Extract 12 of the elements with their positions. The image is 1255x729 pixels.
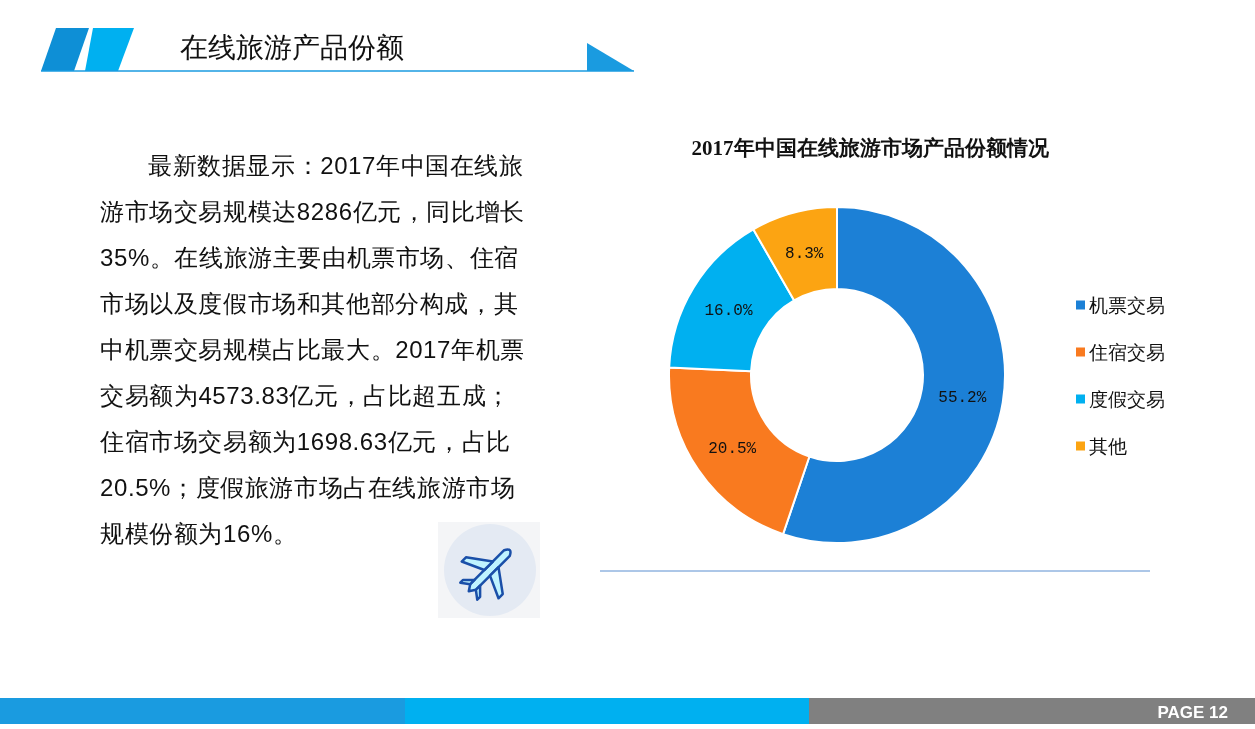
- legend-label: 住宿交易: [1088, 342, 1165, 363]
- data-label: 20.5%: [708, 439, 757, 458]
- data-label: 55.2%: [938, 388, 987, 407]
- text: 在线旅游产品份额: [180, 32, 404, 63]
- data-label: 16.0%: [704, 301, 753, 320]
- legend-label: 度假交易: [1089, 389, 1165, 410]
- text: PAGE 12: [1157, 703, 1228, 722]
- chart-title: 2017年中国在线旅游市场产品份额情况: [691, 136, 1050, 160]
- data-label: 8.3%: [785, 245, 824, 264]
- text: 最新数据显示：2017年中国在线旅游市场交易规模达8286亿元，同比增长35%。在线旅游主要由机票市场、住宿市场以及度假市场和其他部分构成，其中机票交易规模占比最大。2017年机票交易额为4573.83亿元，占比超五成；住宿市场交易额为1698.63亿元，占比20.5%；度假旅游市场占在线旅游市场规模份额为16%。: [100, 152, 525, 547]
- legend-label: 机票交易: [1089, 295, 1165, 316]
- legend-label: 其他: [1089, 436, 1127, 457]
